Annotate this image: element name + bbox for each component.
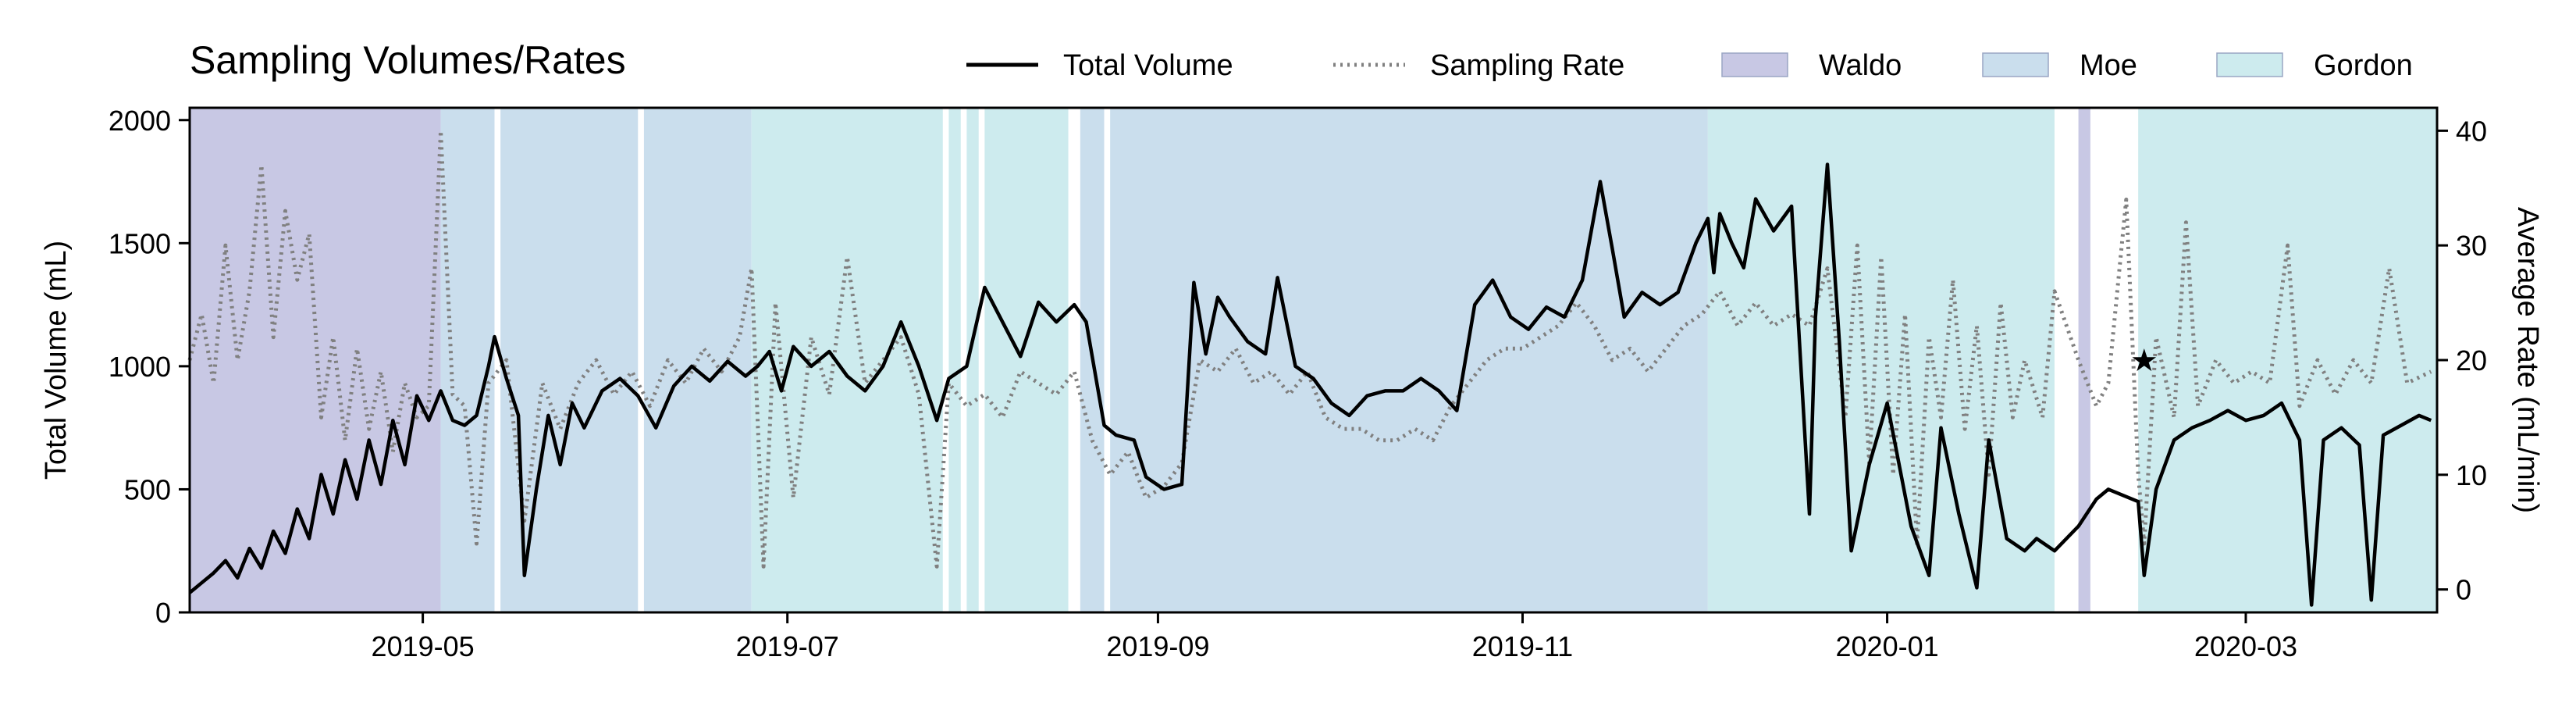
legend-patch-gordon: [2216, 52, 2283, 77]
x-tick-label: 2020-03: [2194, 630, 2297, 662]
y-right-tick-label: 40: [2456, 115, 2487, 147]
series-sampling-rate: [187, 128, 2432, 569]
span-moe: [500, 108, 639, 612]
chart-title: Sampling Volumes/Rates: [190, 38, 626, 82]
x-tick-label: 2019-05: [372, 630, 475, 662]
legend-label-moe: Moe: [2080, 49, 2137, 82]
y-right-tick-label: 20: [2456, 344, 2487, 376]
legend-label-sampling-rate: Sampling Rate: [1430, 49, 1624, 82]
legend: Total Volume Sampling Rate Waldo Moe Gordon: [966, 49, 2413, 82]
x-tick-label: 2020-01: [1836, 630, 1939, 662]
legend-label-waldo: Waldo: [1819, 49, 1902, 82]
y-left-tick-label: 1500: [109, 227, 171, 259]
legend-patch-waldo: [1721, 52, 1788, 77]
span-gordon: [1707, 108, 2055, 612]
y-left-tick-label: 1000: [109, 351, 171, 383]
span-gordon: [948, 108, 961, 612]
star-marker: ★: [2130, 344, 2158, 378]
legend-patch-moe: [1982, 52, 2049, 77]
y-right-tick-label: 30: [2456, 230, 2487, 262]
legend-label-gordon: Gordon: [2314, 49, 2413, 82]
span-gordon: [984, 108, 1069, 612]
axes: 0 500 1000 1500 2000 0 10 20 30 40 2019-05 2019-07 2…: [109, 105, 2487, 662]
y-axis-label-left: Total Volume (mL): [40, 241, 73, 480]
span-gordon: [751, 108, 943, 612]
series-layer: [187, 128, 2432, 607]
legend-label-total-volume: Total Volume: [1063, 49, 1233, 82]
person-spans: [190, 108, 2437, 612]
span-moe: [440, 108, 495, 612]
span-waldo: [190, 108, 441, 612]
x-tick-label: 2019-11: [1472, 630, 1573, 662]
y-left-tick-label: 500: [124, 473, 171, 505]
y-right-tick-label: 10: [2456, 459, 2487, 491]
span-waldo: [2078, 108, 2090, 612]
x-tick-label: 2019-07: [736, 630, 839, 662]
y-axis-label-right: Average Rate (mL/min): [2511, 207, 2544, 513]
span-gordon: [2138, 108, 2437, 612]
y-right-tick-label: 0: [2456, 574, 2471, 606]
span-gordon: [966, 108, 979, 612]
y-left-tick-label: 2000: [109, 105, 171, 137]
x-tick-label: 2019-09: [1106, 630, 1209, 662]
series-total-volume: [188, 162, 2432, 607]
span-moe: [1110, 108, 1708, 612]
y-left-tick-label: 0: [155, 597, 171, 629]
markers: ★: [2130, 344, 2158, 378]
